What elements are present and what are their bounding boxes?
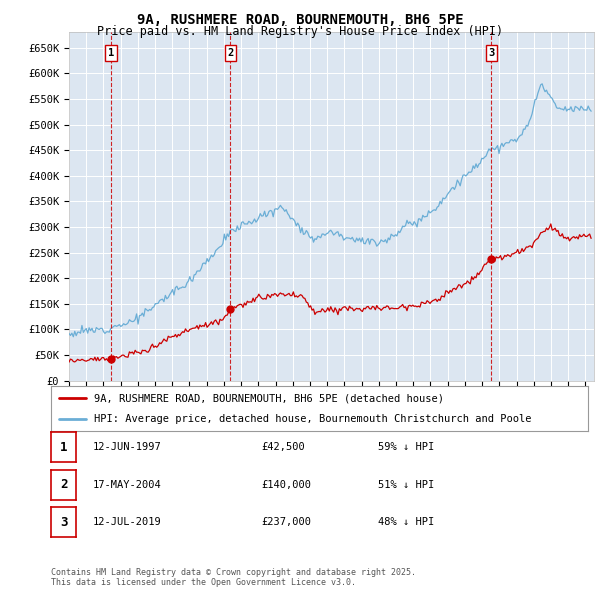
Text: Price paid vs. HM Land Registry's House Price Index (HPI): Price paid vs. HM Land Registry's House … (97, 25, 503, 38)
Text: 59% ↓ HPI: 59% ↓ HPI (378, 442, 434, 452)
Text: 9A, RUSHMERE ROAD, BOURNEMOUTH, BH6 5PE (detached house): 9A, RUSHMERE ROAD, BOURNEMOUTH, BH6 5PE … (94, 394, 444, 404)
Text: 1: 1 (108, 48, 114, 58)
Text: 12-JUN-1997: 12-JUN-1997 (93, 442, 162, 452)
Text: £140,000: £140,000 (261, 480, 311, 490)
Text: 1: 1 (60, 441, 67, 454)
Text: 9A, RUSHMERE ROAD, BOURNEMOUTH, BH6 5PE: 9A, RUSHMERE ROAD, BOURNEMOUTH, BH6 5PE (137, 13, 463, 27)
Text: 3: 3 (60, 516, 67, 529)
Text: Contains HM Land Registry data © Crown copyright and database right 2025.
This d: Contains HM Land Registry data © Crown c… (51, 568, 416, 587)
Text: HPI: Average price, detached house, Bournemouth Christchurch and Poole: HPI: Average price, detached house, Bour… (94, 414, 532, 424)
Text: 17-MAY-2004: 17-MAY-2004 (93, 480, 162, 490)
Text: £237,000: £237,000 (261, 517, 311, 527)
Text: 48% ↓ HPI: 48% ↓ HPI (378, 517, 434, 527)
Text: £42,500: £42,500 (261, 442, 305, 452)
Text: 3: 3 (488, 48, 494, 58)
Text: 2: 2 (227, 48, 233, 58)
Text: 2: 2 (60, 478, 67, 491)
Text: 51% ↓ HPI: 51% ↓ HPI (378, 480, 434, 490)
Text: 12-JUL-2019: 12-JUL-2019 (93, 517, 162, 527)
